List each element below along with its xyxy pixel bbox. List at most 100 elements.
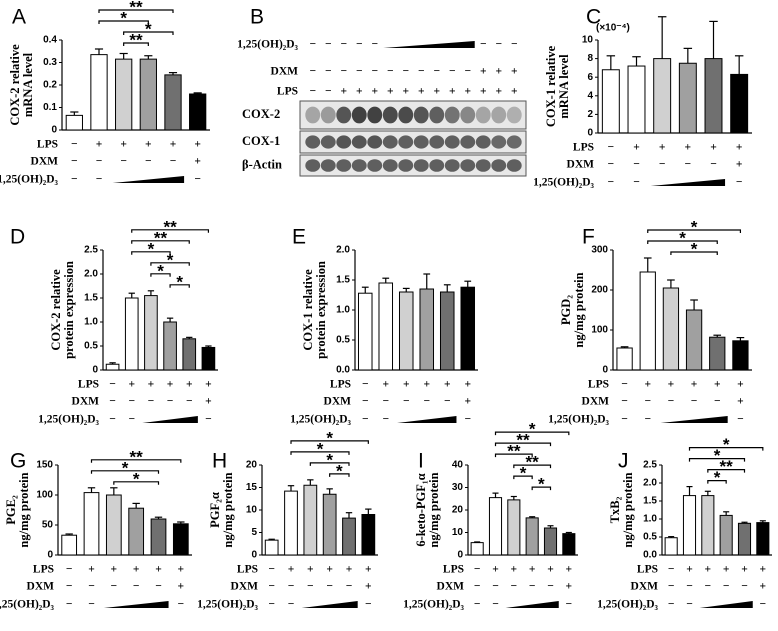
blot-band	[351, 106, 367, 124]
condition-sign: +	[155, 564, 162, 576]
blot-band	[475, 159, 491, 172]
significance-bracket	[647, 229, 742, 233]
dose-wedge	[301, 601, 358, 608]
condition-sign: +	[760, 564, 767, 576]
condition-sign: −	[362, 414, 369, 426]
bar	[730, 73, 749, 134]
blot-band	[506, 135, 522, 149]
condition-label: LPS	[588, 379, 609, 391]
condition-sign: −	[723, 581, 730, 593]
bar	[182, 338, 197, 371]
condition-sign: +	[194, 139, 201, 151]
bar	[322, 493, 337, 556]
significance-bracket	[513, 475, 533, 480]
condition-sign: +	[566, 564, 573, 576]
blot-band	[491, 159, 507, 172]
condition-sign: −	[325, 86, 332, 98]
bar	[361, 514, 376, 556]
condition-sign: −	[668, 396, 675, 408]
bar	[709, 336, 726, 371]
condition-sign: −	[480, 39, 487, 51]
significance-label: **	[130, 447, 144, 466]
condition-sign: −	[423, 396, 430, 408]
y-axis-label: ng/mg protein	[621, 472, 635, 547]
condition-sign: −	[309, 39, 316, 51]
y-tick-label: 20	[452, 505, 464, 516]
condition-sign: −	[449, 66, 456, 78]
bar	[144, 295, 158, 371]
significance-bracket	[150, 262, 190, 266]
blot-band	[475, 106, 491, 124]
condition-label: DXM	[72, 396, 100, 408]
bar	[732, 340, 749, 371]
blot-band	[429, 159, 445, 172]
blot-band	[506, 159, 522, 172]
y-tick-label: 1.5	[643, 496, 657, 507]
significance-label: **	[129, 30, 143, 49]
significance-bracket	[123, 42, 149, 46]
y-tick-label: 0.0	[336, 365, 350, 376]
condition-sign: −	[668, 581, 675, 593]
y-axis-label: TxB₂	[608, 496, 622, 523]
condition-sign: −	[621, 379, 628, 391]
condition-sign: −	[66, 581, 73, 593]
condition-sign: +	[433, 86, 440, 98]
condition-sign: +	[167, 379, 174, 391]
condition-sign: −	[418, 66, 425, 78]
condition-sign: −	[309, 66, 316, 78]
y-tick-label: 10	[246, 505, 258, 516]
significance-bracket	[494, 431, 570, 436]
bar	[678, 62, 697, 134]
dose-wedge	[699, 601, 753, 608]
condition-sign: −	[511, 39, 518, 51]
significance-label: *	[336, 461, 343, 480]
condition-sign: +	[741, 564, 748, 576]
condition-label: LPS	[78, 379, 99, 391]
condition-label: DXM	[324, 396, 352, 408]
condition-sign: +	[205, 379, 212, 391]
bar	[653, 58, 672, 134]
condition-sign: +	[691, 379, 698, 391]
panel-letter: B	[250, 6, 264, 29]
condition-label: DXM	[231, 581, 259, 593]
y-tick-label: 1.5	[336, 275, 350, 286]
significance-label: *	[520, 464, 527, 483]
y-tick-label: 8	[587, 53, 593, 64]
significance-label: **	[154, 228, 168, 247]
blot-band	[491, 106, 507, 124]
condition-sign: −	[362, 396, 369, 408]
condition-sign: +	[365, 564, 372, 576]
condition-sign: −	[362, 379, 369, 391]
y-axis-label: COX-1 relative	[544, 45, 558, 127]
condition-sign: +	[346, 564, 353, 576]
blot-band	[413, 135, 429, 149]
condition-sign: −	[474, 564, 481, 576]
condition-sign: +	[644, 379, 651, 391]
condition-sign: +	[736, 142, 743, 154]
significance-label: *	[148, 239, 155, 258]
blot-band	[398, 106, 414, 124]
condition-sign: −	[403, 396, 410, 408]
condition-sign: +	[464, 379, 471, 391]
condition-sign: −	[736, 177, 743, 189]
bar	[378, 282, 394, 371]
condition-sign: +	[403, 379, 410, 391]
condition-sign: −	[371, 66, 378, 78]
y-tick-label: 20	[246, 460, 258, 471]
dose-wedge	[142, 416, 198, 423]
condition-sign: +	[444, 379, 451, 391]
significance-bracket	[98, 20, 149, 24]
significance-bracket	[90, 470, 160, 474]
bar	[627, 65, 646, 134]
bar	[507, 499, 521, 556]
condition-sign: +	[495, 86, 502, 98]
significance-label: *	[714, 468, 721, 487]
condition-sign: +	[402, 86, 409, 98]
condition-sign: −	[714, 396, 721, 408]
condition-sign: −	[307, 581, 314, 593]
condition-sign: −	[474, 581, 481, 593]
significance-bracket	[90, 459, 182, 463]
blot-band	[351, 159, 367, 172]
blot-band	[460, 135, 476, 149]
condition-sign: +	[111, 564, 118, 576]
